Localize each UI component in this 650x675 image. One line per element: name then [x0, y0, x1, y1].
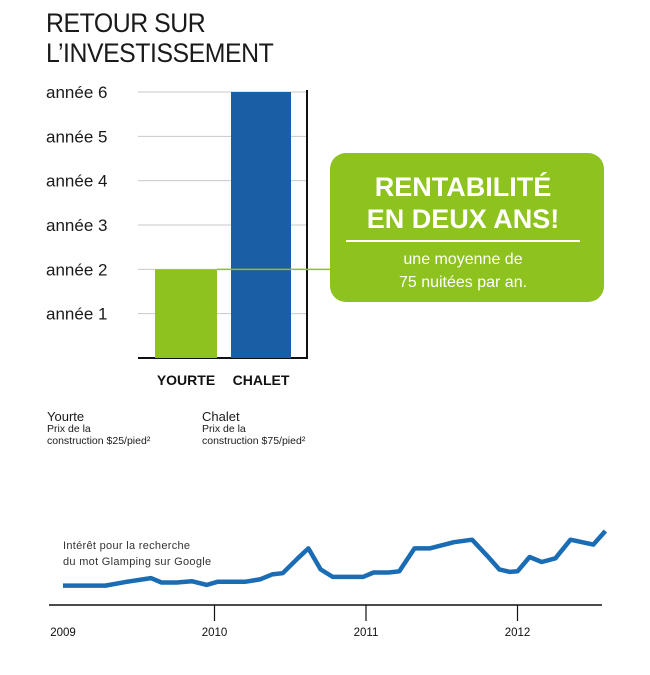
note-yourte-line2: construction $25/pied²: [47, 435, 151, 447]
note-yourte-name: Yourte: [47, 409, 85, 424]
title-line-1: RETOUR SUR: [46, 8, 206, 38]
timeline-year-label: 2009: [50, 627, 76, 639]
y-tick-label: année 1: [46, 305, 107, 324]
note-chalet-line1: Prix de la: [202, 423, 246, 435]
y-tick-label: année 2: [46, 260, 107, 279]
note-chalet-line2: construction $75/pied²: [202, 435, 306, 447]
note-chalet-name: Chalet: [202, 409, 240, 424]
note-yourte: Yourte Prix de la construction $25/pied²: [47, 410, 150, 447]
x-tick-label: YOURTE: [157, 372, 215, 388]
title-line-2: L’INVESTISSEMENT: [46, 38, 274, 68]
timeline-year-label: 2010: [202, 627, 228, 639]
timeline-year-label: 2011: [354, 627, 379, 639]
line-chart-title-1: Intérêt pour la recherche: [63, 540, 190, 552]
y-tick-label: année 4: [46, 172, 107, 191]
note-chalet: Chalet Prix de la construction $75/pied²: [202, 410, 305, 447]
interest-line: [63, 529, 608, 588]
y-tick-label: année 3: [46, 216, 107, 235]
line-chart-title-2: du mot Glamping sur Google: [63, 556, 211, 568]
bar-chalet: [231, 92, 291, 358]
y-tick-label: année 6: [46, 83, 107, 102]
bar-yourte: [155, 269, 217, 358]
bar-chart: année 1 année 2 année 3 année 4 année 5 année…: [46, 83, 330, 388]
y-tick-label: année 5: [46, 127, 107, 146]
chart-title: RETOUR SUR L’INVESTISSEMENT: [46, 8, 274, 68]
note-yourte-line1: Prix de la: [47, 423, 91, 435]
timeline-year-label: 2012: [505, 627, 531, 639]
x-tick-label: CHALET: [233, 372, 290, 388]
